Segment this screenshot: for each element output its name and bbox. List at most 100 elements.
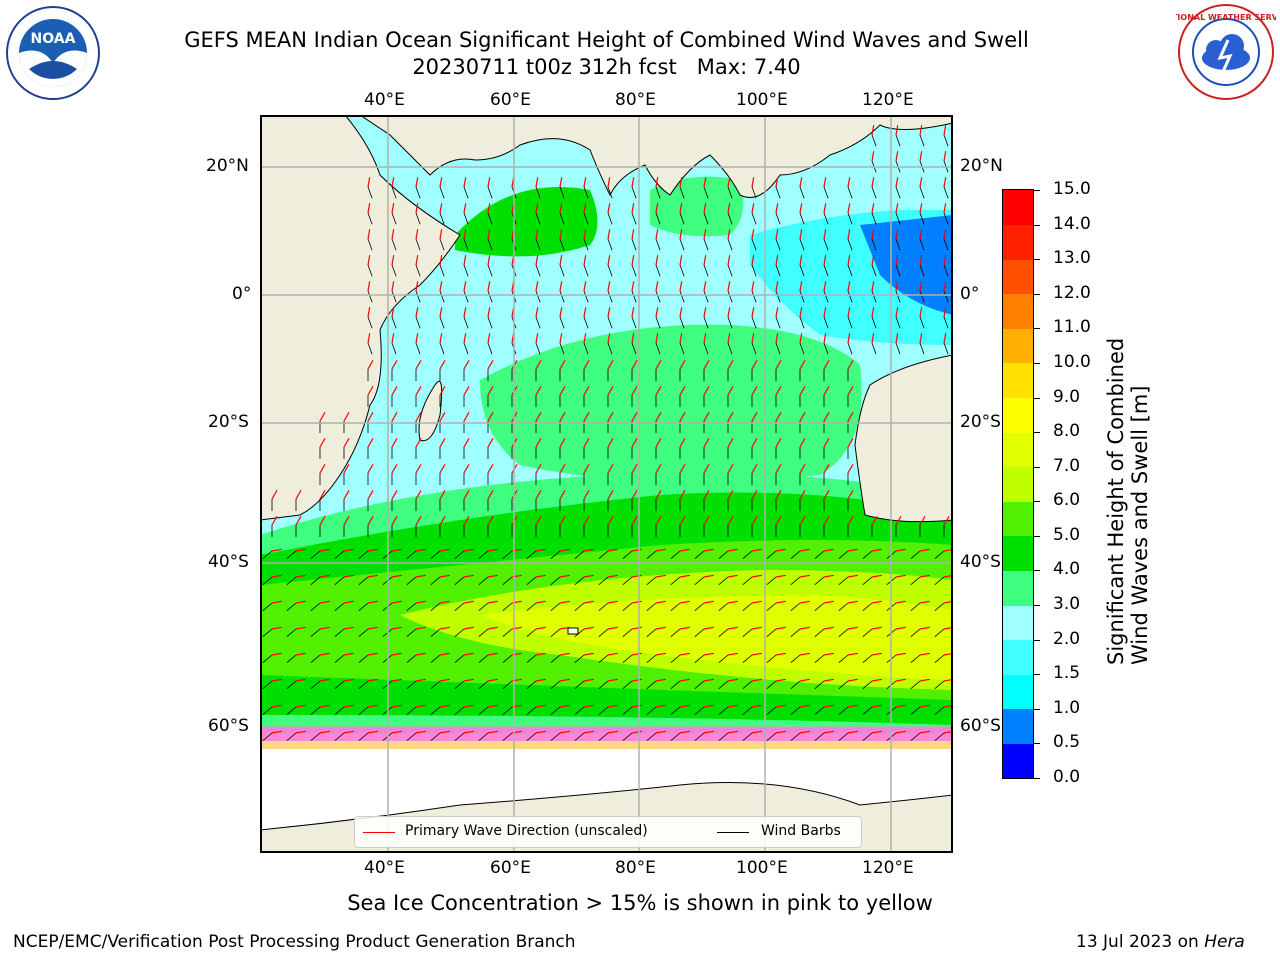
wave-arrow: [439, 307, 443, 318]
wind-barb: [838, 706, 849, 716]
wind-barb: [718, 550, 729, 560]
wind-barb: [550, 602, 561, 612]
wave-arrow: [583, 255, 587, 266]
wind-barb: [718, 602, 729, 612]
wind-barb: [406, 680, 417, 690]
colorbar-tick-label: 9.0: [1053, 386, 1081, 407]
wind-barb: [439, 186, 445, 199]
wave-arrow: [607, 548, 618, 552]
wind-barb: [742, 550, 753, 560]
wind-barb: [751, 316, 757, 329]
wave-arrow: [535, 490, 542, 500]
lat-label-left: 20°N: [206, 156, 249, 176]
wind-barb: [943, 134, 949, 147]
wind-barb: [310, 628, 321, 638]
wave-arrow: [799, 704, 810, 708]
wave-arrow: [871, 548, 882, 552]
wave-arrow: [631, 333, 635, 344]
wind-barb: [646, 654, 657, 664]
wave-arrow: [679, 600, 690, 604]
wind-barb: [718, 706, 729, 716]
wave-arrow: [391, 600, 402, 604]
wave-arrow: [631, 626, 642, 630]
wave-arrow: [847, 229, 851, 240]
wind-barb: [847, 212, 853, 225]
lon-label-top: 60°E: [490, 90, 531, 110]
wind-barb: [694, 680, 705, 690]
wave-arrow: [703, 386, 710, 396]
wave-arrow: [439, 626, 450, 630]
wave-arrow: [751, 600, 762, 604]
lon-label-bottom: 80°E: [615, 858, 656, 878]
wind-barb: [814, 602, 825, 612]
lat-label-right: 40°S: [960, 552, 1001, 572]
wind-barb: [847, 186, 853, 199]
wind-barb: [439, 316, 445, 329]
wind-barb: [607, 290, 613, 303]
wind-barb: [679, 290, 685, 303]
wind-barb: [631, 212, 637, 225]
wave-arrow: [919, 652, 930, 656]
wave-arrow: [775, 333, 779, 344]
wind-barb: [454, 706, 465, 716]
wave-arrow: [631, 177, 635, 188]
wave-arrow: [799, 652, 810, 656]
wind-barb: [622, 628, 633, 638]
wind-barb: [847, 342, 853, 355]
wind-barb: [895, 264, 901, 277]
wind-barb: [415, 238, 421, 251]
wind-barb: [934, 654, 945, 664]
wind-barb: [358, 654, 369, 664]
wave-arrow: [943, 203, 947, 214]
wave-arrow: [367, 438, 374, 448]
colorbar-segment: [1003, 708, 1033, 744]
wind-barb: [622, 602, 633, 612]
wave-arrow: [631, 516, 638, 526]
wave-arrow: [919, 600, 930, 604]
wind-barb: [430, 654, 441, 664]
colorbar-tick-label: 11.0: [1053, 317, 1091, 338]
colorbar-tick-mark: [1034, 743, 1040, 745]
wave-arrow: [799, 333, 803, 344]
wave-arrow: [751, 229, 755, 240]
wind-barb: [583, 212, 589, 225]
wind-barb: [862, 706, 873, 716]
wind-barb: [487, 238, 493, 251]
wave-arrow: [271, 730, 282, 734]
wave-arrow: [775, 281, 779, 292]
wind-barb: [430, 576, 441, 586]
wave-arrow: [439, 730, 450, 734]
wave-arrow: [487, 548, 498, 552]
wave-arrow: [919, 678, 930, 682]
wind-barb: [478, 654, 489, 664]
colorbar-segment: [1003, 535, 1033, 571]
wind-barb: [799, 212, 805, 225]
wave-arrow: [439, 516, 446, 526]
wind-barb: [391, 290, 397, 303]
wave-arrow: [631, 730, 642, 734]
wave-arrow: [607, 307, 611, 318]
wave-arrow: [607, 177, 611, 188]
wave-arrow: [703, 730, 714, 734]
wave-arrow: [439, 548, 450, 552]
wind-barb: [598, 732, 609, 742]
wave-arrow: [607, 600, 618, 604]
wave-arrow: [535, 516, 542, 526]
wind-barb: [487, 290, 493, 303]
wind-barb: [415, 264, 421, 277]
wave-arrow: [631, 255, 635, 266]
wave-arrow: [655, 229, 659, 240]
wind-barb: [766, 732, 777, 742]
wind-barb: [439, 264, 445, 277]
wave-arrow: [535, 307, 539, 318]
wave-arrow: [535, 548, 546, 552]
wave-arrow: [367, 678, 378, 682]
wave-arrow: [895, 704, 906, 708]
wind-barb: [655, 290, 661, 303]
wave-arrow: [463, 600, 474, 604]
wave-arrow: [895, 203, 899, 214]
wave-arrow: [535, 203, 539, 214]
wind-barb: [526, 628, 537, 638]
wind-barb: [622, 732, 633, 742]
land-madagascar: [418, 380, 443, 442]
